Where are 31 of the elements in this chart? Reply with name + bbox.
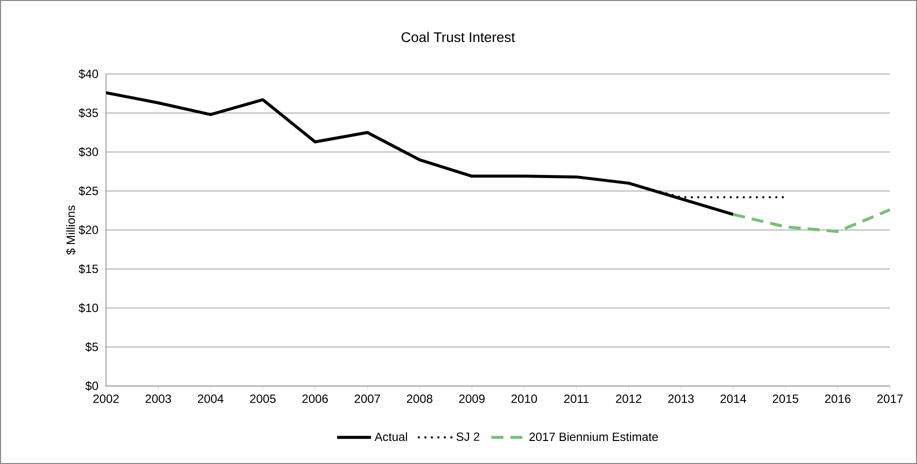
x-tick-label: 2005 (250, 394, 276, 403)
x-tick-label: 2006 (302, 394, 328, 403)
y-tick-label: $10 (78, 303, 98, 313)
legend-label: Actual (374, 432, 407, 442)
x-tick-label: 2002 (93, 394, 119, 403)
y-tick-label: $20 (78, 225, 98, 235)
y-tick-label: $25 (78, 186, 98, 196)
x-tick-label: 2015 (772, 394, 798, 403)
line-series (732, 208, 890, 234)
x-tick-label: 2007 (354, 394, 380, 403)
legend-label: 2017 Biennium Estimate (529, 432, 658, 442)
x-tick-label: 2017 (877, 394, 903, 403)
y-tick-label: $0 (85, 381, 98, 391)
x-tick-label: 2004 (198, 394, 224, 403)
x-tick-label: 2012 (616, 394, 642, 403)
y-tick-label: $5 (85, 342, 98, 352)
y-tick-label: $35 (78, 108, 98, 118)
x-tick-label: 2003 (146, 394, 172, 403)
chart-title: Coal Trust Interest (402, 32, 515, 42)
y-axis-title: $ Millions (66, 206, 76, 255)
x-tick-label: 2010 (511, 394, 537, 403)
y-tick-label: $30 (78, 147, 98, 157)
x-tick-label: 2008 (406, 394, 432, 403)
y-tick-label: $40 (78, 69, 98, 79)
x-tick-label: 2013 (668, 394, 694, 403)
legend-label: SJ 2 (456, 432, 480, 441)
y-tick-label: $15 (78, 264, 98, 274)
x-tick-label: 2009 (459, 394, 485, 403)
x-tick-label: 2011 (564, 394, 589, 403)
x-tick-label: 2014 (720, 394, 746, 403)
x-tick-label: 2016 (825, 394, 851, 403)
